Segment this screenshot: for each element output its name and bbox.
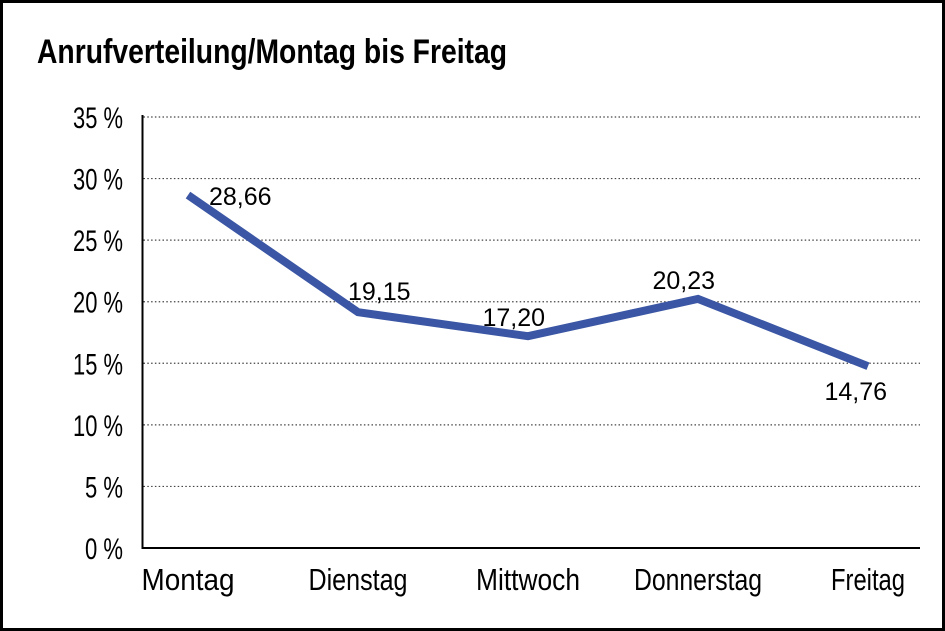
y-tick-label: 15 %	[73, 348, 123, 381]
y-tick-label: 35 %	[73, 102, 123, 135]
data-point-label: 19,15	[348, 278, 411, 306]
data-point-label: 17,20	[482, 304, 545, 332]
y-tick-label: 20 %	[73, 287, 123, 320]
x-tick-label: Freitag	[831, 562, 905, 597]
data-labels: 28,66 19,15 17,20 20,23 14,76	[209, 183, 887, 406]
y-tick-label: 0 %	[85, 533, 123, 566]
data-point-label: 20,23	[652, 267, 715, 295]
y-tick-label: 25 %	[73, 225, 123, 258]
x-tick-label: Donnerstag	[634, 562, 762, 597]
x-axis-labels: Montag Dienstag Mittwoch Donnerstag Freitag	[142, 562, 906, 597]
data-point-label: 14,76	[824, 378, 887, 406]
x-tick-label: Dienstag	[309, 562, 408, 597]
y-tick-label: 5 %	[85, 471, 123, 504]
x-tick-label: Montag	[142, 562, 235, 597]
series-polyline	[185, 191, 870, 370]
y-tick-label: 10 %	[73, 410, 123, 443]
y-tick-label: 30 %	[73, 164, 123, 197]
data-series-line	[185, 191, 870, 370]
x-tick-label: Mittwoch	[476, 562, 580, 597]
chart-title: Anrufverteilung/Montag bis Freitag	[37, 33, 507, 71]
data-point-label: 28,66	[209, 183, 272, 211]
y-gridlines	[143, 116, 920, 488]
y-axis-labels: 0 % 5 % 10 % 15 % 20 % 25 % 30 % 35 %	[73, 102, 123, 566]
